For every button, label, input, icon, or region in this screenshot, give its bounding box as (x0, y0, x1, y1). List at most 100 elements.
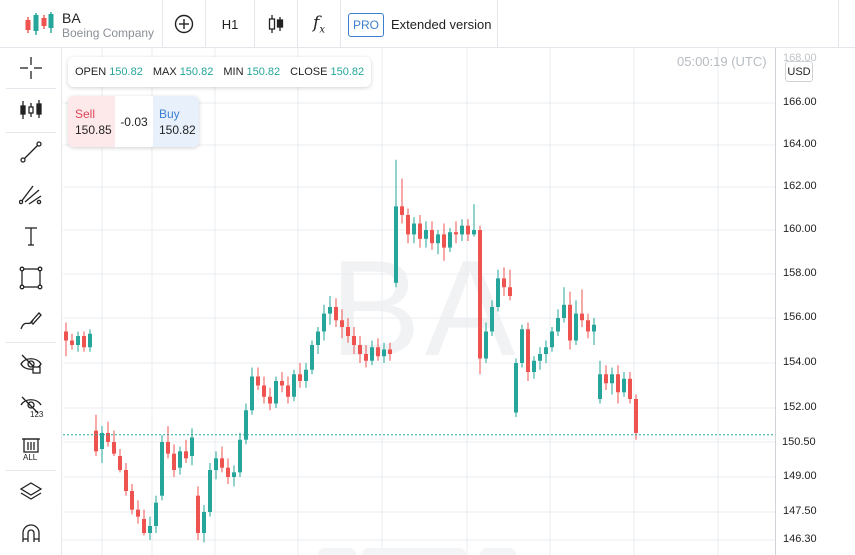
candle (208, 463, 212, 517)
hide-drawings-icon (20, 354, 42, 374)
candle (220, 446, 224, 473)
delete-all-tool[interactable]: ALL (0, 428, 62, 468)
trend-line-icon (20, 141, 42, 163)
brush-tool[interactable] (0, 300, 62, 340)
candle (262, 376, 266, 404)
divider (340, 0, 341, 48)
candle (112, 430, 116, 456)
candle (586, 313, 590, 339)
candle (184, 439, 188, 463)
trend-line-tool[interactable] (0, 132, 62, 172)
candle (358, 336, 362, 363)
text-tool[interactable] (0, 216, 62, 256)
crosshair-tool[interactable] (0, 48, 62, 88)
candle (562, 287, 566, 323)
candle (256, 367, 260, 390)
company-name: Boeing Company (62, 26, 155, 40)
logo-candles-icon (25, 12, 54, 35)
sell-button[interactable]: Sell 150.85 (68, 96, 115, 147)
current-price-label: 150.50 (776, 433, 822, 451)
hide-indicators-icon: 123 (20, 396, 43, 418)
candle (124, 463, 128, 496)
indicators-button[interactable]: fx (298, 0, 340, 48)
price-axis[interactable] (775, 48, 855, 555)
candle (490, 300, 494, 336)
currency-button[interactable]: USD (785, 61, 813, 82)
rectangle-tool[interactable] (0, 258, 62, 298)
price-tick-label: 162.00 (783, 180, 817, 192)
candle (448, 227, 452, 252)
trade-widget: Sell 150.85 -0.03 Buy 150.82 (68, 96, 199, 147)
extended-version-link[interactable]: Extended version (391, 17, 492, 32)
candle (394, 159, 398, 288)
candle (436, 230, 440, 255)
candle (532, 356, 536, 379)
candlestick-icon (268, 15, 284, 33)
layers-icon (19, 482, 43, 500)
hide-drawings-tool[interactable] (0, 344, 62, 384)
symbol-ticker[interactable]: BA (62, 10, 81, 26)
divider (6, 470, 56, 471)
candle (166, 426, 170, 459)
candle (274, 376, 278, 408)
price-tick-label: 147.50 (783, 505, 817, 517)
delete-all-icon: ALL (22, 438, 40, 461)
candle (364, 345, 368, 368)
candle (460, 219, 464, 241)
candle (118, 449, 122, 473)
ohlc-max: MAX 150.82 (152, 66, 214, 78)
candle (508, 269, 512, 301)
rectangle-icon (19, 266, 43, 290)
candle (478, 225, 482, 375)
candle (580, 289, 584, 327)
buy-button[interactable]: Buy 150.82 (153, 96, 199, 147)
candle (496, 269, 500, 312)
hide-indicators-tool[interactable]: 123 (0, 386, 62, 426)
candle (238, 432, 242, 477)
svg-text:ALL: ALL (23, 453, 38, 461)
divider (6, 132, 56, 133)
top-toolbar: BA Boeing Company H1 fx PRO Extended ver… (0, 0, 855, 48)
fib-tool[interactable] (0, 174, 62, 214)
candle (538, 347, 542, 370)
divider (838, 0, 839, 48)
candle (286, 376, 290, 404)
layers-tool[interactable] (0, 472, 62, 512)
price-tick-label: 152.00 (783, 401, 817, 413)
timeframe-button[interactable]: H1 (221, 16, 239, 32)
scroll-pill[interactable] (318, 548, 356, 555)
candle (268, 387, 272, 411)
sell-label: Sell (75, 107, 96, 121)
magnet-tool[interactable] (0, 514, 62, 554)
scroll-pill[interactable] (362, 548, 466, 555)
candle (406, 208, 410, 244)
candle (442, 223, 446, 261)
pro-badge[interactable]: PRO (348, 13, 384, 37)
price-tick-label: 154.00 (783, 356, 817, 368)
candle (592, 318, 596, 345)
scroll-pill[interactable] (480, 548, 516, 555)
add-symbol-button[interactable] (163, 0, 205, 48)
candle (412, 217, 416, 244)
candle (340, 309, 344, 339)
candle (214, 451, 218, 480)
price-tick-label: 158.00 (783, 267, 817, 279)
indicators-tool[interactable] (0, 90, 62, 130)
candle (472, 204, 476, 237)
svg-text:123: 123 (30, 410, 43, 418)
divider (162, 0, 163, 48)
candle (634, 394, 638, 440)
candle (178, 446, 182, 475)
candle (328, 296, 332, 325)
candle (388, 342, 392, 361)
divider (6, 88, 56, 89)
candle (598, 360, 602, 404)
candle (316, 327, 320, 354)
price-tick-label: 160.00 (783, 223, 817, 235)
candle (232, 465, 236, 487)
candle (202, 505, 206, 543)
candle (70, 333, 74, 350)
chart-type-button[interactable] (255, 0, 297, 48)
ohlc-close: CLOSE 150.82 (290, 66, 365, 78)
